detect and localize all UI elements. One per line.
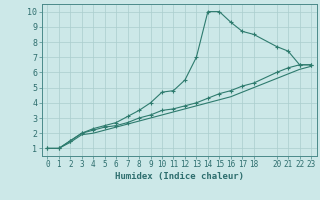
X-axis label: Humidex (Indice chaleur): Humidex (Indice chaleur): [115, 172, 244, 181]
